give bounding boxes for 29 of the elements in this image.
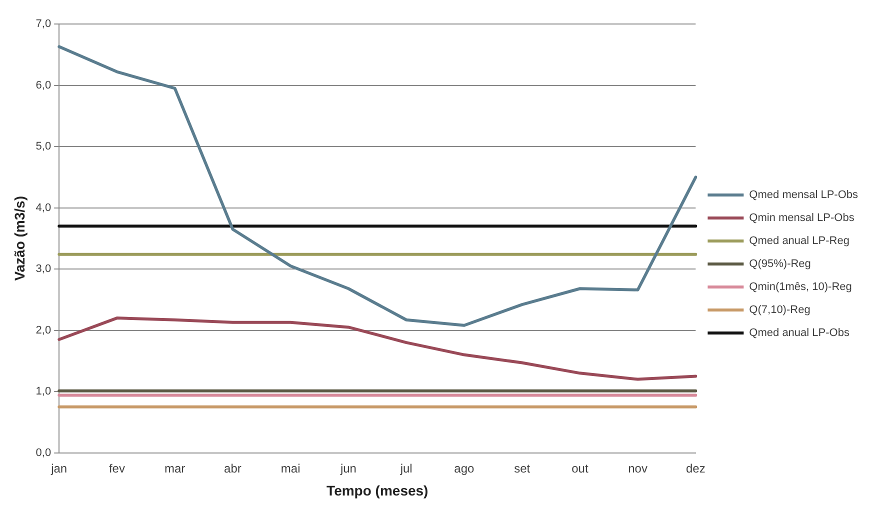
y-tick-label: 3,0 bbox=[36, 263, 52, 276]
y-tick-label: 5,0 bbox=[36, 140, 52, 153]
y-tick-label: 7,0 bbox=[36, 18, 52, 30]
x-axis-title: Tempo (meses) bbox=[326, 482, 428, 498]
x-tick-label: out bbox=[572, 461, 589, 476]
x-tick-label: jan bbox=[50, 461, 68, 476]
x-tick-label: abr bbox=[224, 461, 242, 476]
x-tick-label: dez bbox=[686, 461, 706, 476]
y-tick-label: 6,0 bbox=[36, 79, 52, 92]
x-tick-label: nov bbox=[628, 461, 648, 476]
legend-label: Qmin mensal LP-Obs bbox=[749, 212, 855, 224]
x-tick-label: jul bbox=[399, 461, 412, 476]
legend-label: Qmin(1mês, 10)-Reg bbox=[749, 281, 852, 294]
y-tick-label: 2,0 bbox=[36, 324, 52, 336]
y-tick-label: 1,0 bbox=[36, 386, 52, 398]
x-tick-label: fev bbox=[108, 461, 125, 476]
x-tick-label: ago bbox=[454, 461, 475, 476]
x-tick-label: mai bbox=[280, 461, 300, 476]
x-tick-label: jun bbox=[339, 461, 356, 476]
legend-label: Q(7,10)-Reg bbox=[749, 304, 810, 316]
legend-label: Qmed anual LP-Obs bbox=[749, 327, 850, 340]
x-tick-label: mar bbox=[164, 461, 186, 476]
legend-label: Q(95%)-Reg bbox=[749, 258, 811, 270]
legend-label: Qmed anual LP-Reg bbox=[749, 235, 850, 248]
x-tick-label: set bbox=[514, 461, 531, 476]
y-tick-label: 4,0 bbox=[36, 202, 52, 214]
legend-label: Qmed mensal LP-Obs bbox=[749, 189, 858, 202]
y-tick-label: 0,0 bbox=[36, 446, 52, 459]
y-axis-title: Vazão (m3/s) bbox=[11, 196, 28, 281]
